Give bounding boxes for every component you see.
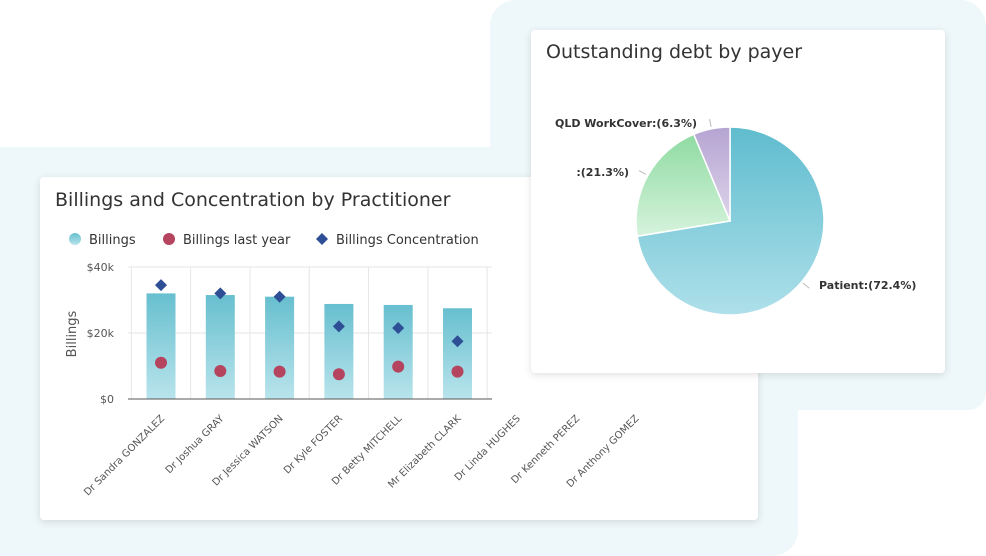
y-axis-label: Billings <box>65 310 80 357</box>
debt-chart-card: Outstanding debt by payer Patient:(72.4%… <box>531 30 945 373</box>
x-tick-label: Dr Linda HUGHES <box>453 413 523 483</box>
legend-billings-concentration-icon <box>316 233 328 245</box>
pie-slice-label: :(21.3%) <box>576 166 629 179</box>
billings-concentration-point[interactable] <box>155 279 167 292</box>
pie-label-connector <box>802 282 810 289</box>
pie-slice[interactable] <box>692 126 731 222</box>
x-tick-label: Dr Joshua GRAY <box>164 413 227 476</box>
billings-last-year-point[interactable] <box>451 365 464 378</box>
billings-bar[interactable] <box>443 308 472 399</box>
billings-last-year-point[interactable] <box>214 364 227 377</box>
pie-label-connector <box>638 170 647 175</box>
billings-concentration-point[interactable] <box>451 335 464 348</box>
pie-slice-label: QLD WorkCover:(6.3%) <box>555 117 697 130</box>
legend-item-label[interactable]: Billings last year <box>183 233 291 248</box>
legend-billings-icon <box>69 233 81 245</box>
billings-bar[interactable] <box>146 293 176 399</box>
debt-pie-chart: Patient:(72.4%) :(21.3%) QLD WorkCover:(6.… <box>555 117 916 316</box>
billings-last-year-point[interactable] <box>273 365 286 378</box>
billings-concentration-point[interactable] <box>332 320 345 333</box>
billings-bar[interactable] <box>383 304 413 399</box>
debt-chart-title: Outstanding debt by payer <box>546 41 803 63</box>
billings-concentration-point[interactable] <box>392 322 405 335</box>
legend-item-label[interactable]: Billings Concentration <box>336 233 479 248</box>
pie-slice-label: Patient:(72.4%) <box>819 279 916 292</box>
billings-bar[interactable] <box>205 295 235 399</box>
billings-chart-title: Billings and Concentration by Practition… <box>55 189 451 211</box>
x-tick-label: Dr Sandra GONZALEZ <box>82 413 167 498</box>
legend-billings-last-year-icon <box>163 233 175 245</box>
billings-last-year-point[interactable] <box>392 360 405 373</box>
y-tick-label: $40k <box>87 261 115 274</box>
x-tick-label: Dr Kyle FOSTER <box>282 413 345 476</box>
y-tick-label: $20k <box>87 327 115 340</box>
legend-item-label[interactable]: Billings <box>89 233 136 248</box>
billings-bar[interactable] <box>324 303 354 399</box>
pie-label-connector <box>709 118 712 127</box>
billings-last-year-point[interactable] <box>332 368 345 381</box>
billings-last-year-point[interactable] <box>155 356 167 369</box>
billings-concentration-point[interactable] <box>273 290 286 303</box>
pie-slice[interactable] <box>635 133 732 238</box>
billings-concentration-point[interactable] <box>214 287 227 300</box>
y-tick-label: $0 <box>100 393 114 406</box>
billings-bar[interactable] <box>265 296 295 399</box>
